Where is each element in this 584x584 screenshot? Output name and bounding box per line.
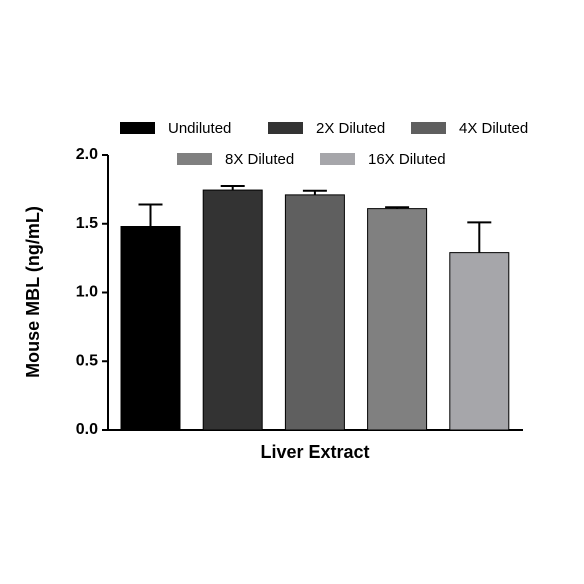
legend-swatch [268, 122, 303, 134]
legend-swatch [177, 153, 212, 165]
y-tick-label: 2.0 [76, 146, 98, 163]
legend-label: 8X Diluted [225, 151, 294, 168]
legend-label: 16X Diluted [368, 151, 446, 168]
y-axis-label: Mouse MBL (ng/mL) [23, 206, 43, 378]
bar [202, 189, 263, 431]
legend-label: Undiluted [168, 120, 231, 137]
legend-swatch [320, 153, 355, 165]
y-tick-label: 1.0 [76, 284, 98, 301]
x-axis-label: Liver Extract [260, 442, 369, 462]
legend-swatch [411, 122, 446, 134]
legend-label: 4X Diluted [459, 120, 528, 137]
bar [120, 226, 181, 431]
legend-label: 2X Diluted [316, 120, 385, 137]
bar [367, 208, 428, 431]
y-tick-label: 0.5 [76, 352, 98, 369]
y-tick-label: 1.5 [76, 215, 98, 232]
bar [449, 252, 510, 431]
legend-swatch [120, 122, 155, 134]
y-tick-label: 0.0 [76, 421, 98, 438]
bar [284, 194, 345, 431]
